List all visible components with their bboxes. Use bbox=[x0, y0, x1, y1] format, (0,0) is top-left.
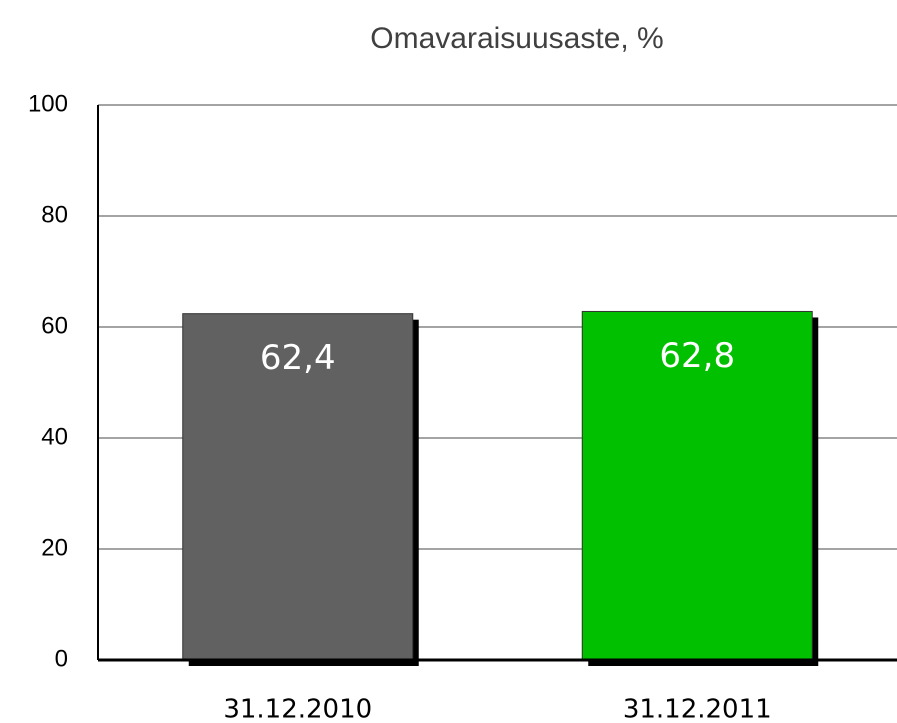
chart-title: Omavaraisuusaste, % bbox=[370, 22, 663, 55]
x-tick-label: 31.12.2010 bbox=[223, 695, 372, 723]
y-tick-label: 60 bbox=[41, 312, 68, 339]
y-tick-label: 80 bbox=[41, 201, 68, 228]
bar bbox=[581, 310, 813, 661]
y-tick-label: 0 bbox=[55, 645, 68, 672]
value-label: 62,8 bbox=[659, 336, 735, 376]
y-tick-label: 40 bbox=[41, 423, 68, 450]
bar bbox=[182, 313, 414, 661]
y-tick-label: 20 bbox=[41, 534, 68, 561]
y-tick-label: 100 bbox=[28, 90, 68, 117]
x-tick-label: 31.12.2011 bbox=[623, 695, 772, 723]
value-label: 62,4 bbox=[260, 338, 336, 378]
